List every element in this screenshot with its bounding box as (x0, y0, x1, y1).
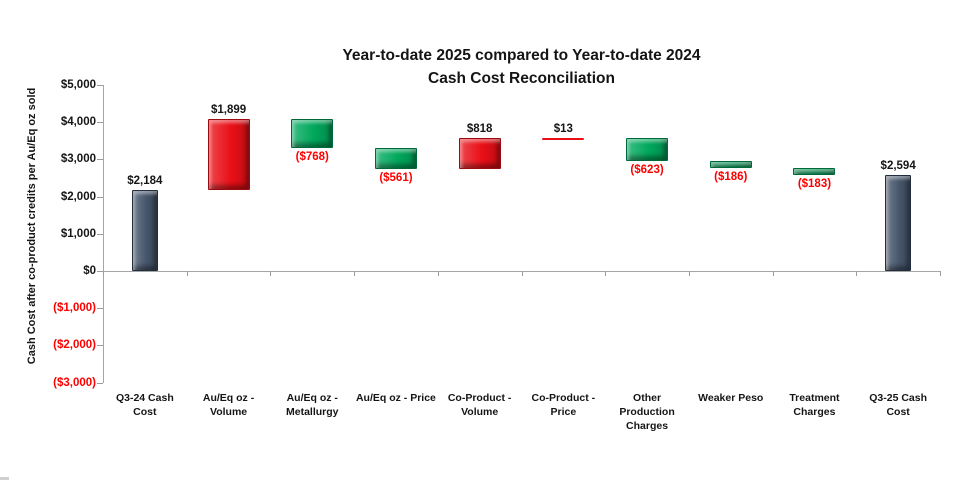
x-boundary-tick (688, 271, 690, 276)
waterfall-bar-9 (793, 167, 836, 175)
chart-title-line2: Cash Cost Reconciliation (428, 70, 615, 87)
category-label: Au/Eq oz - Price (355, 392, 436, 404)
waterfall-bar-3 (291, 119, 334, 148)
waterfall-bar-4 (374, 147, 417, 169)
y-tick-mark (97, 308, 103, 310)
category-label: Q3-24 Cash Cost (115, 392, 174, 418)
category-label: Co-Product - Price (531, 392, 596, 418)
y-tick-mark (97, 159, 103, 161)
waterfall-bar-8 (709, 160, 752, 168)
bar-value-label: ($183) (797, 177, 832, 190)
waterfall-bar-10 (885, 174, 912, 271)
x-boundary-tick (940, 271, 941, 276)
y-tick-mark (97, 196, 103, 198)
y-tick-label: ($1,000) (53, 302, 96, 315)
waterfall-bar-2 (207, 119, 250, 190)
x-boundary-tick (270, 271, 272, 276)
y-tick-mark (97, 122, 103, 124)
bar-value-label: $1,899 (210, 104, 247, 117)
y-tick-label: ($2,000) (53, 339, 96, 352)
bar-value-label: $2,594 (880, 159, 916, 172)
x-boundary-tick (605, 271, 607, 276)
waterfall-bar-6 (542, 137, 585, 140)
chart-title-line1: Year-to-date 2025 compared to Year-to-da… (342, 47, 701, 64)
stray-mark (0, 477, 9, 480)
waterfall-bar-5 (458, 138, 501, 169)
bar-value-label: $13 (553, 122, 573, 135)
y-tick-mark (97, 85, 103, 86)
x-boundary-tick (103, 271, 104, 276)
category-label: Au/Eq oz - Metallurgy (285, 392, 339, 418)
y-tick-mark (97, 233, 103, 235)
bar-value-label: ($768) (295, 150, 329, 163)
y-tick-label: ($3,000) (53, 376, 96, 389)
x-boundary-tick (354, 271, 356, 276)
x-boundary-tick (772, 271, 774, 276)
y-tick-label: $5,000 (60, 79, 96, 91)
x-boundary-tick (437, 271, 439, 276)
waterfall-bar-7 (626, 137, 669, 161)
category-label: Treatment Charges (789, 392, 840, 418)
y-tick-mark (97, 271, 103, 272)
y-tick-mark (97, 345, 103, 347)
waterfall-bar-1 (131, 189, 158, 271)
y-tick-mark (97, 382, 103, 384)
x-boundary-tick (856, 271, 858, 276)
x-boundary-tick (186, 271, 188, 276)
x-boundary-tick (521, 271, 523, 276)
bar-value-label: $818 (466, 123, 493, 136)
bar-value-label: ($561) (379, 171, 413, 184)
y-axis-line (103, 85, 104, 383)
category-label: Weaker Peso (698, 392, 764, 404)
bar-value-label: ($623) (630, 163, 664, 176)
y-tick-label: $0 (83, 265, 96, 277)
y-tick-label: $2,000 (60, 190, 96, 203)
y-tick-label: $1,000 (60, 227, 96, 240)
category-label: Q3-25 Cash Cost (869, 392, 928, 418)
category-label: Co-Product - Volume (447, 392, 512, 418)
y-tick-label: $3,000 (60, 153, 96, 166)
category-label: Au/Eq oz - Volume (202, 392, 255, 418)
category-label: Other Production Charges (619, 392, 675, 432)
bar-value-label: $2,184 (127, 174, 163, 187)
bar-value-label: ($186) (714, 170, 748, 183)
y-tick-label: $4,000 (60, 116, 96, 129)
